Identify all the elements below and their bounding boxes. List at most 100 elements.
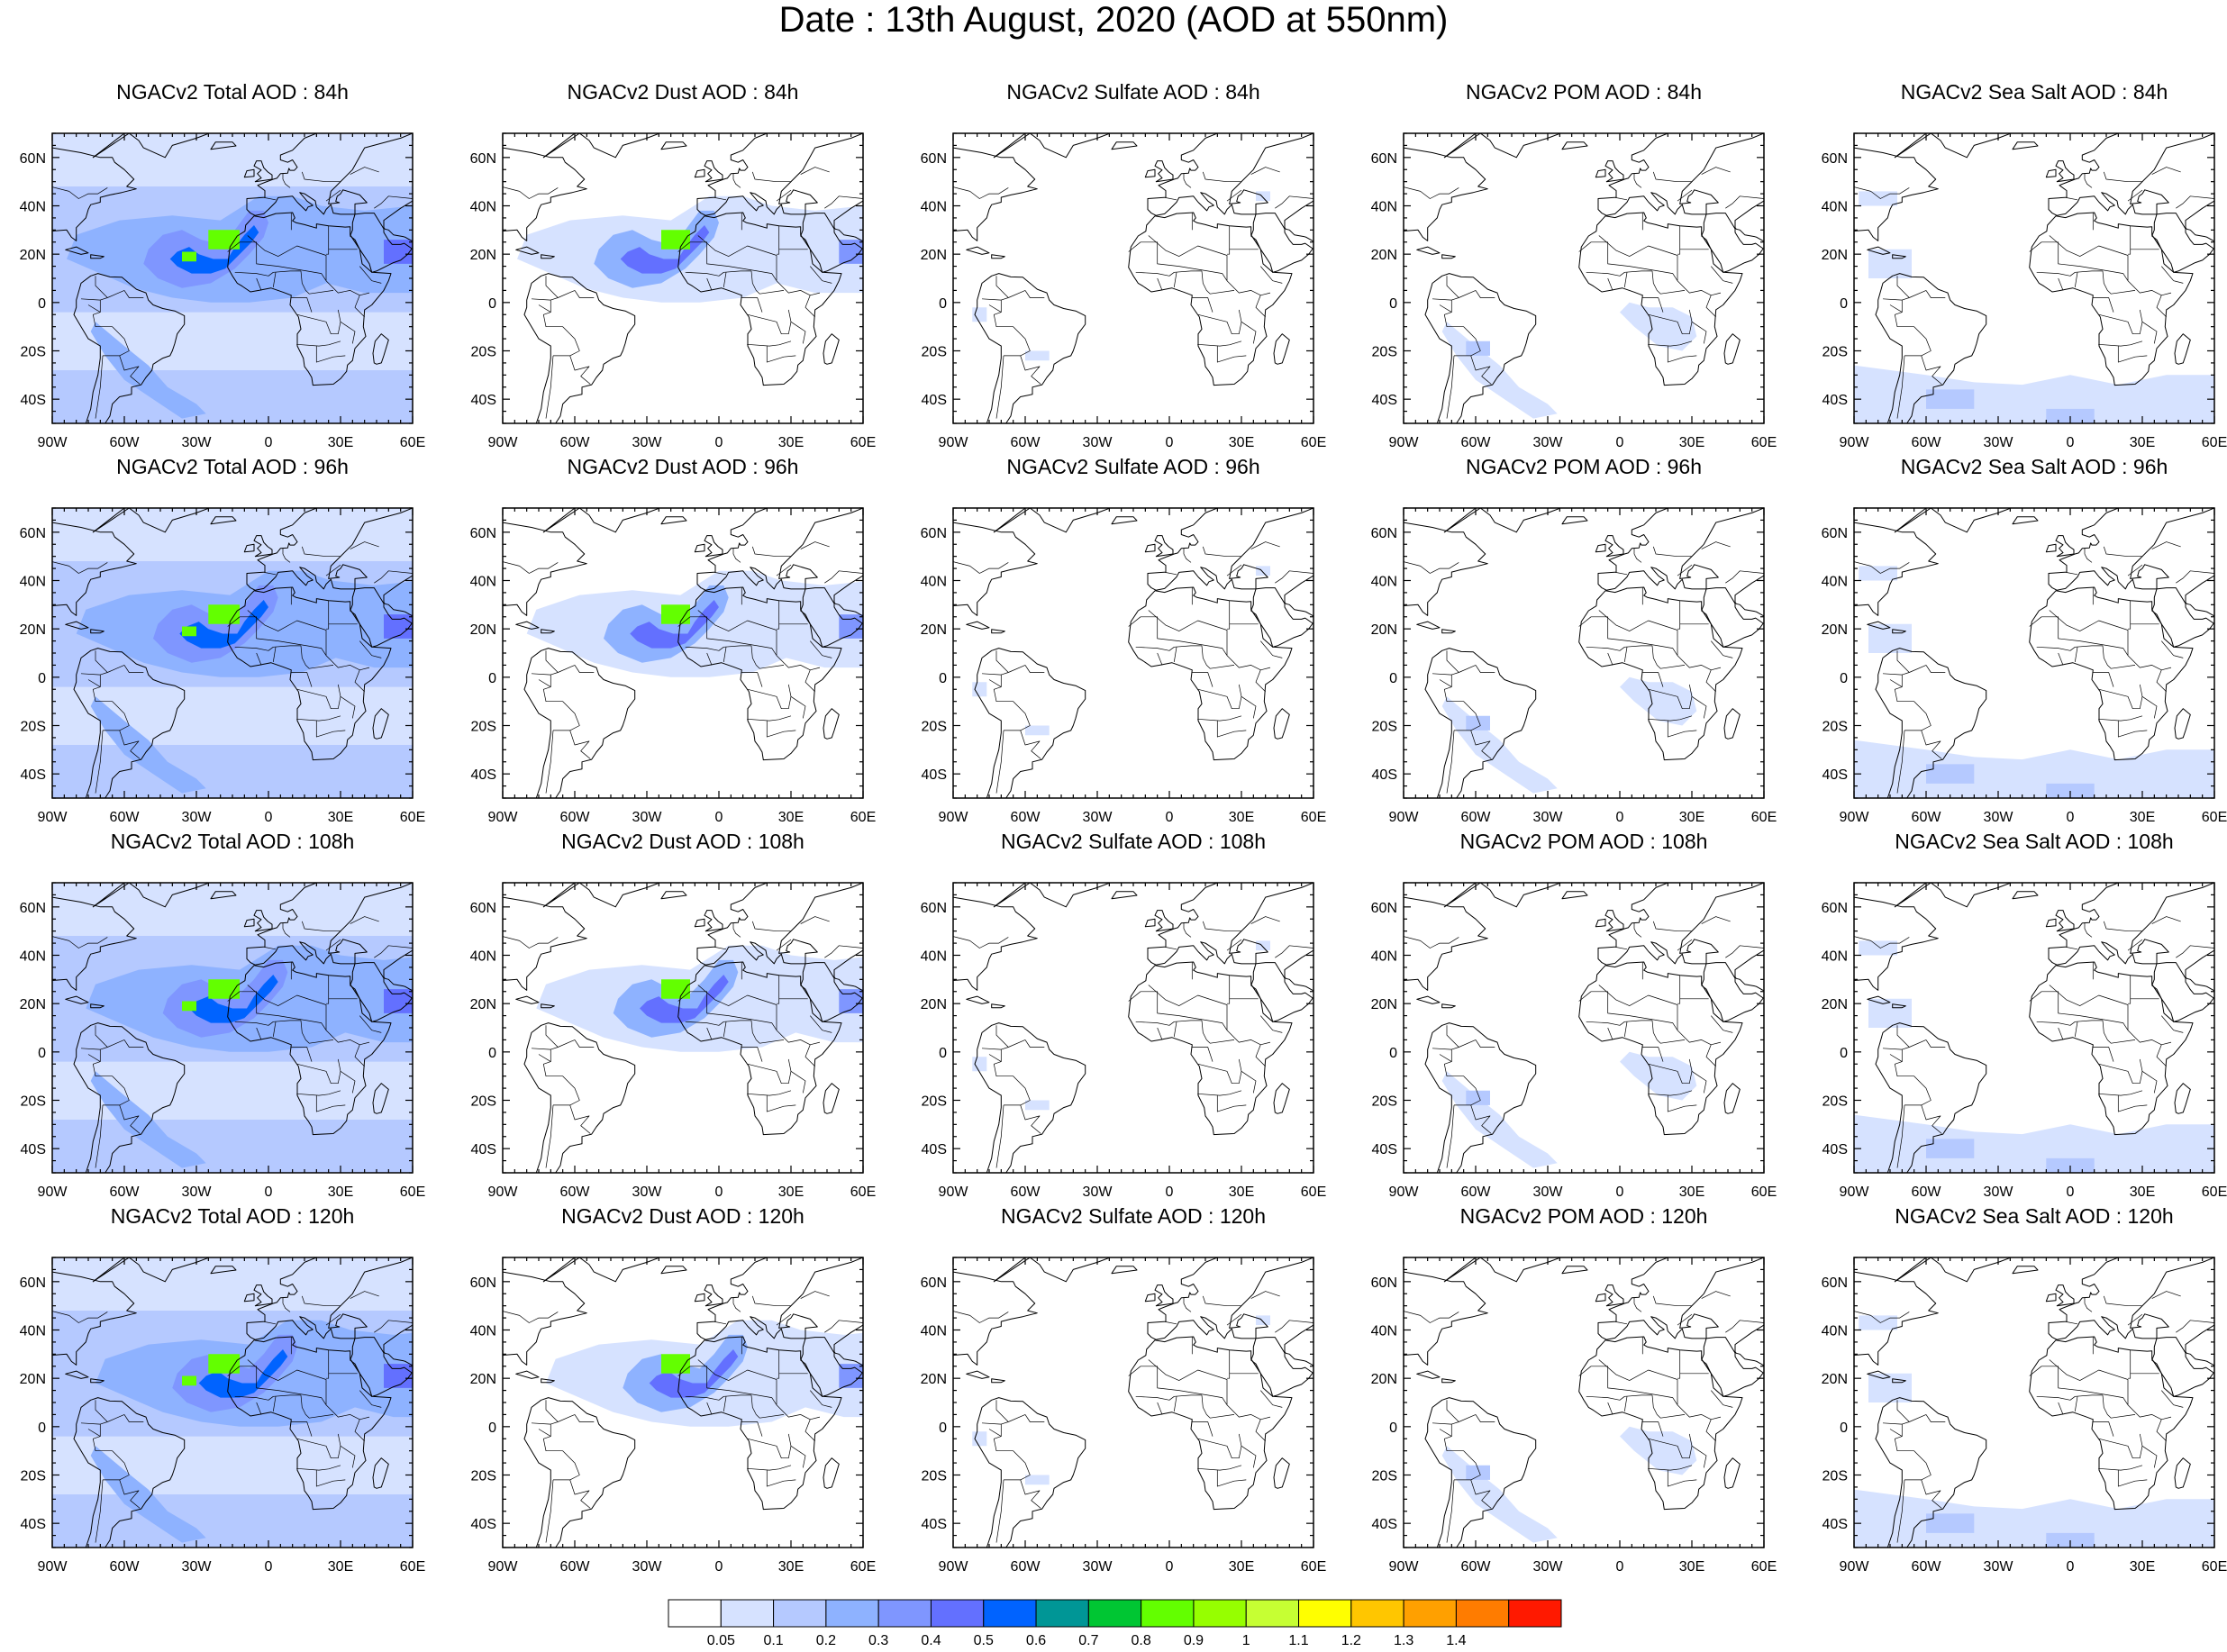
coastline [2185,575,2214,617]
country-border [1197,1090,1242,1096]
aod-map: 90W 60W 30W 0 30E 60E 60N 40N 20N 0 20S 40S [20,882,425,1200]
lat-tick-label: 0 [488,671,496,686]
coastline [90,629,105,634]
colorbar-label: 1.3 [1394,1633,1413,1647]
country-border [1677,655,1722,671]
coastline [210,516,237,525]
country-border [750,645,785,669]
coastline [52,896,137,991]
coastline [1595,918,1606,928]
coastline [1273,708,1290,740]
lon-tick-label: 90W [1389,810,1420,825]
coastlines [953,1257,1313,1548]
coastline [800,213,863,273]
country-border [1677,1030,1722,1046]
lon-tick-label: 60E [1751,1185,1777,1200]
country-border [1443,290,1481,357]
country-border [1894,290,1932,357]
aod-contour-fill [169,225,259,274]
coastline [1734,949,1764,992]
country-border [95,355,104,419]
country-border [1921,730,1942,759]
aod-contour-fill [1441,676,1697,794]
country-border [1598,985,1678,1030]
country-border [685,270,751,277]
country-border [123,665,144,673]
coastline [991,1378,1005,1384]
coastline [823,1083,840,1114]
coastlines [953,508,1313,798]
country-border [227,991,241,1002]
lat-tick-label: 40N [470,949,496,965]
country-border [1633,922,1642,938]
country-border [326,600,330,630]
country-border [2058,1027,2064,1040]
country-border [569,730,591,759]
tick-marks [1853,132,2215,424]
coastline [372,1083,389,1114]
lat-tick-label: 40S [21,767,46,783]
lat-tick-label: 20S [922,1094,947,1110]
lat-tick-label: 20N [1822,1372,1848,1387]
aod-map: 90W 60W 30W 0 30E 60E 60N 40N 20N 0 20S 40S [470,132,876,450]
lon-tick-label: 0 [1166,1559,1174,1575]
country-border [1157,1402,1163,1415]
aod-contour-fill [839,989,863,1013]
country-border [247,610,327,656]
coastline [253,1284,273,1307]
country-border [80,1422,101,1425]
country-border [677,991,691,1002]
country-border [296,340,341,347]
lon-tick-label: 30E [778,435,804,450]
country-border [1141,1366,1228,1405]
country-border [325,939,341,951]
country-border [2127,655,2172,671]
country-border [1677,189,1693,202]
panel-title: NGACv2 Sulfate AOD : 96h [1006,455,1260,478]
lon-tick-label: 30E [328,1185,353,1200]
country-border [2036,645,2103,651]
country-border [714,572,727,576]
country-border [1446,1025,1459,1048]
coastline [953,896,1038,991]
coastline [350,587,413,648]
coastline [1604,160,1624,183]
country-border [1705,1044,1716,1067]
coastline [227,1336,392,1511]
country-border [301,171,341,183]
lat-tick-label: 0 [1840,1421,1848,1436]
country-border [1404,1311,1459,1323]
country-border [272,1396,277,1411]
country-border [777,1349,780,1379]
country-border [685,1394,751,1401]
coastlines [1351,133,1764,423]
map-panel: NGACv2 Sulfate AOD : 84h 90W 60W 30W 0 30E 60E… [901,79,1351,458]
coastline [1284,200,1313,242]
lon-tick-label: 60W [1461,1185,1492,1200]
coastline [91,1177,110,1185]
country-border [1250,1291,1280,1299]
lon-tick-label: 60W [1011,1185,1041,1200]
coastline [2012,891,2039,900]
country-border [747,1438,792,1459]
country-border [538,679,551,687]
coastline [1250,587,1313,648]
coastline [1147,1257,1313,1340]
aod-contour-fill [640,975,729,1023]
lon-tick-label: 60E [1751,1559,1777,1575]
aod-contour-fill [384,989,413,1013]
colorbar-label: 0.6 [1026,1633,1046,1647]
coastlines [52,1257,413,1548]
lat-tick-label: 40S [21,1517,46,1532]
country-border [315,721,346,738]
map-panel: NGACv2 Sulfate AOD : 96h 90W 60W 30W 0 30E 60E… [901,454,1351,832]
country-border [531,1048,551,1050]
coastline [1893,1552,1912,1559]
country-border [503,936,559,949]
coastline [2048,508,2214,591]
country-border [325,280,370,296]
coastline [541,1378,555,1384]
coastline [92,508,211,533]
country-border [569,355,591,385]
country-border [1351,223,1386,240]
